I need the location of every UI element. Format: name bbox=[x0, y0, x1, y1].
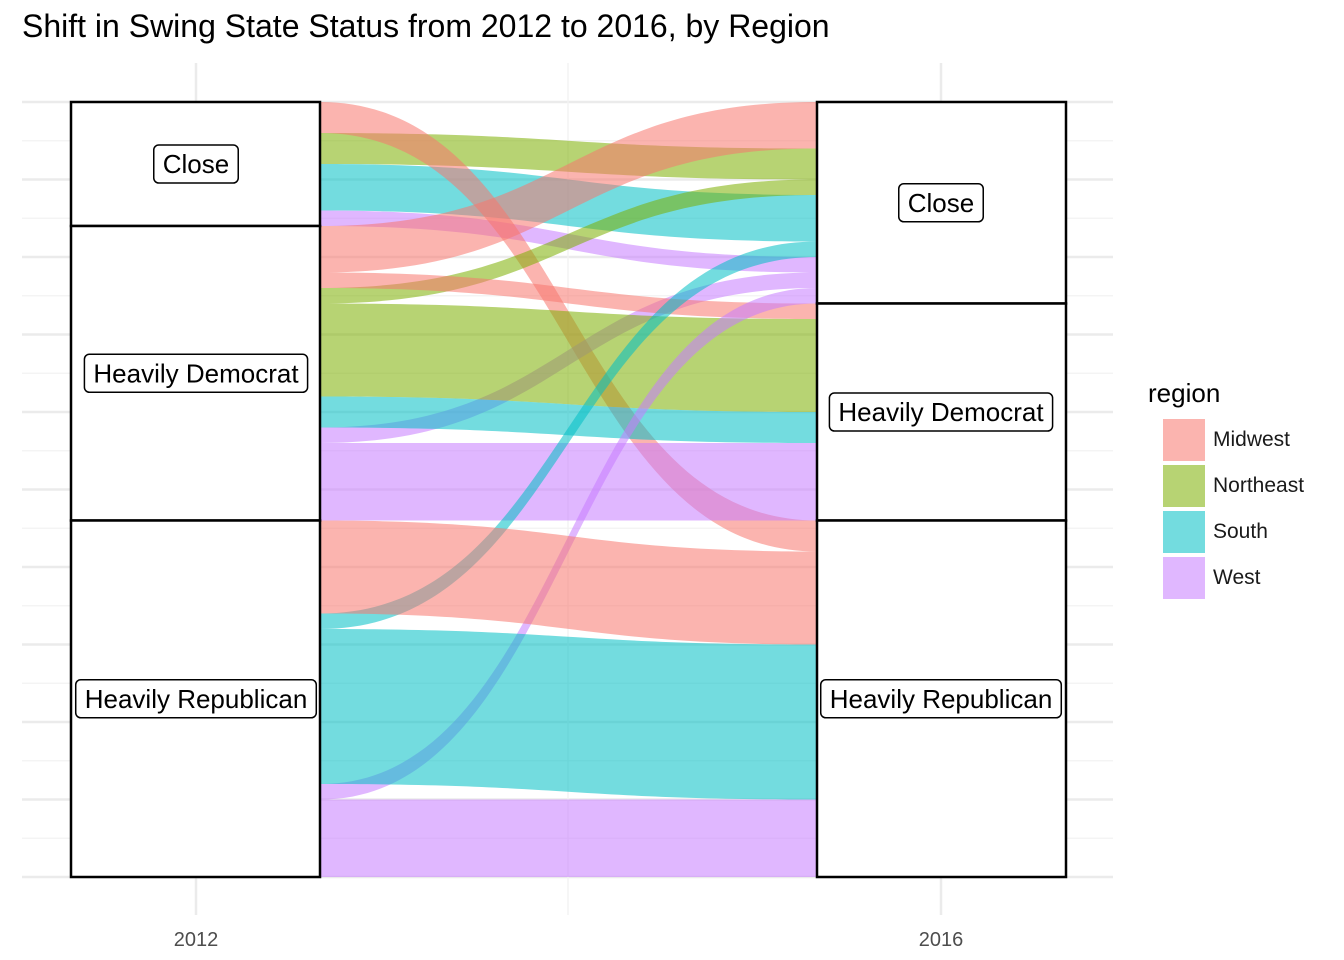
flow-south-heavily-republican-to-close bbox=[320, 241, 817, 629]
flow-midwest-heavily-democrat-to-close bbox=[320, 102, 817, 273]
flow-midwest-heavily-republican-to-heavily-republican bbox=[320, 520, 817, 645]
stratum-label-2012-heavily-democrat: Heavily Democrat bbox=[93, 358, 299, 388]
stratum-label-2016-heavily-democrat: Heavily Democrat bbox=[838, 397, 1044, 427]
stratum-label-2012-heavily-republican-box bbox=[74, 679, 318, 719]
flow-northeast-heavily-democrat-to-heavily-democrat bbox=[320, 303, 817, 412]
flow-layer bbox=[320, 102, 817, 877]
legend-swatch-west bbox=[1163, 557, 1205, 599]
stratum-label-2012-heavily-republican: Heavily Republican bbox=[85, 684, 308, 714]
x-axis: 2012 2016 bbox=[174, 929, 964, 951]
stratum-label-2016-close: Close bbox=[908, 188, 974, 218]
flow-northeast-close-to-close bbox=[320, 133, 817, 180]
stratum-label-2012-close-box bbox=[153, 144, 239, 184]
flow-midwest-heavily-democrat-to-heavily-democrat bbox=[320, 272, 817, 319]
legend: region Midwest Northeast South West bbox=[1148, 378, 1304, 601]
stratum-label-2016-heavily-democrat-box bbox=[828, 392, 1054, 432]
flow-west-heavily-democrat-to-heavily-democrat bbox=[320, 443, 817, 521]
stratum-label-2016-close-box bbox=[898, 183, 984, 223]
x-tick-label-2016: 2016 bbox=[919, 929, 964, 951]
legend-items: Midwest Northeast South West bbox=[1148, 417, 1304, 601]
legend-label-northeast: Northeast bbox=[1213, 474, 1305, 497]
legend-title: region bbox=[1148, 378, 1221, 408]
stratum-label-2016-heavily-republican: Heavily Republican bbox=[830, 684, 1053, 714]
x-tick-label-2012: 2012 bbox=[174, 929, 219, 951]
chart-title: Shift in Swing State Status from 2012 to… bbox=[22, 8, 830, 44]
legend-item-west: West bbox=[1148, 555, 1304, 601]
legend-swatch-south bbox=[1163, 511, 1205, 553]
flow-south-heavily-democrat-to-heavily-democrat bbox=[320, 396, 817, 443]
stratum-label-2016-heavily-republican-box bbox=[819, 679, 1063, 719]
legend-swatch-northeast bbox=[1163, 465, 1205, 507]
stratum-label-2012-heavily-democrat-box bbox=[83, 353, 309, 393]
legend-label-south: South bbox=[1213, 520, 1268, 543]
legend-item-northeast: Northeast bbox=[1148, 463, 1304, 509]
stratum-label-2012-close: Close bbox=[163, 149, 229, 179]
legend-label-west: West bbox=[1213, 566, 1261, 589]
legend-swatch-midwest bbox=[1163, 419, 1205, 461]
label-layer: Close Heavily Democrat Heavily Republican C… bbox=[74, 144, 1063, 719]
flow-northeast-heavily-democrat-to-close bbox=[320, 179, 817, 304]
flow-west-heavily-republican-to-heavily-republican bbox=[320, 799, 817, 877]
legend-item-midwest: Midwest bbox=[1148, 417, 1304, 463]
legend-label-midwest: Midwest bbox=[1213, 428, 1291, 451]
flow-south-heavily-republican-to-heavily-republican bbox=[320, 629, 817, 800]
legend-item-south: South bbox=[1148, 509, 1304, 555]
